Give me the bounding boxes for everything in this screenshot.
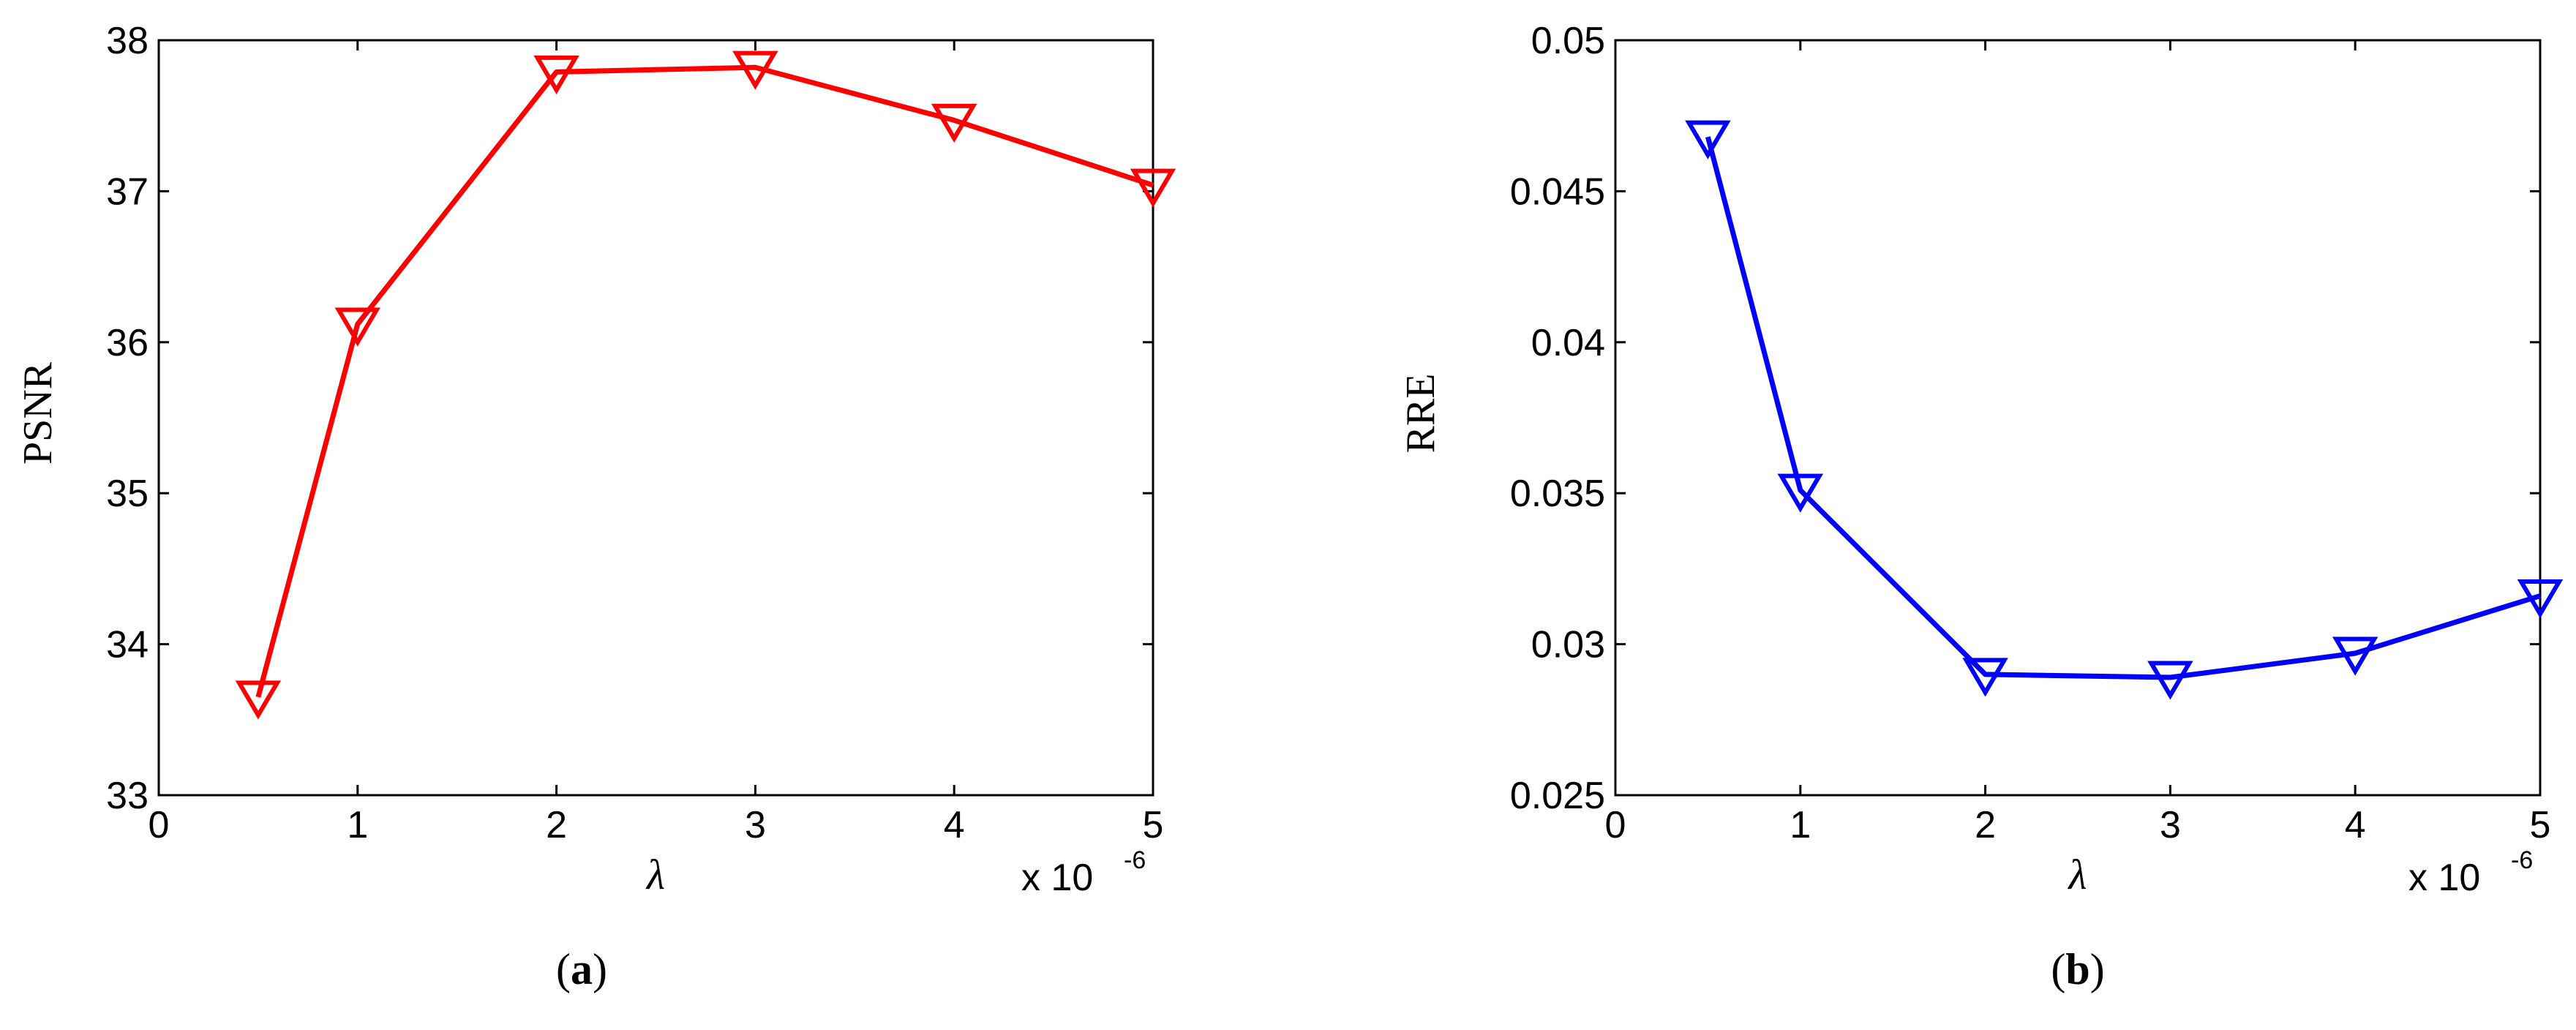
data-point-marker	[1685, 120, 1731, 159]
x-tick-label: 2	[1975, 804, 1996, 846]
data-point-marker	[931, 103, 977, 143]
x-tick-label: 5	[1143, 804, 1164, 846]
x-tick-label: 0	[149, 804, 170, 846]
y-tick-label: 35	[106, 473, 149, 515]
data-point-marker	[732, 50, 778, 90]
data-point-marker	[533, 55, 579, 94]
y-tick-label: 34	[106, 624, 149, 666]
y-axis-label: RRE	[1398, 374, 1443, 454]
series-line	[255, 64, 1154, 698]
x-axis-label: λ	[645, 851, 665, 898]
plot-frame	[1614, 39, 2542, 797]
panel-caption: (b)	[2051, 945, 2104, 993]
y-axis-label: PSNR	[15, 361, 61, 465]
series-line	[1705, 136, 2542, 680]
y-tick-label: 33	[106, 775, 149, 817]
x-tick-label: 1	[347, 804, 368, 846]
chart-panel-b: 0 1 2 3 4 5 0.025 0.03 0.035 0.04 0.045 0.05 RRE λ x 1…	[1398, 20, 2564, 993]
plot-frame	[157, 39, 1154, 797]
y-tick-label: 38	[106, 20, 149, 62]
data-point-marker	[334, 307, 381, 347]
y-tick-label: 0.04	[1531, 322, 1605, 364]
y-tick-label: 37	[106, 170, 149, 213]
x-multiplier-exponent: -6	[1124, 846, 1146, 874]
data-point-marker	[2147, 661, 2193, 700]
y-tick-label: 0.025	[1510, 775, 1605, 817]
data-point-marker	[1130, 168, 1176, 208]
x-tick-label: 4	[944, 804, 965, 846]
panel-caption: (a)	[556, 945, 607, 993]
data-point-marker	[1777, 473, 1824, 513]
data-point-marker	[235, 680, 282, 720]
x-multiplier-label: x 10	[2408, 857, 2480, 899]
data-point-marker	[2332, 636, 2378, 676]
x-tick-label: 4	[2345, 804, 2366, 846]
x-tick-label: 2	[546, 804, 567, 846]
y-tick-label: 0.035	[1510, 473, 1605, 515]
x-multiplier-label: x 10	[1021, 857, 1093, 899]
x-multiplier-exponent: -6	[2511, 846, 2533, 874]
x-tick-label: 5	[2530, 804, 2551, 846]
x-tick-label: 0	[1605, 804, 1626, 846]
data-point-marker	[1962, 658, 2008, 697]
x-tick-label: 3	[745, 804, 766, 846]
y-tick-label: 0.05	[1531, 20, 1605, 62]
y-tick-label: 36	[106, 322, 149, 364]
x-tick-label: 1	[1790, 804, 1811, 846]
y-tick-label: 0.045	[1510, 170, 1605, 213]
x-tick-label: 3	[2160, 804, 2181, 846]
y-tick-label: 0.03	[1531, 624, 1605, 666]
x-axis-label: λ	[2067, 851, 2087, 898]
data-point-marker	[2517, 579, 2564, 619]
